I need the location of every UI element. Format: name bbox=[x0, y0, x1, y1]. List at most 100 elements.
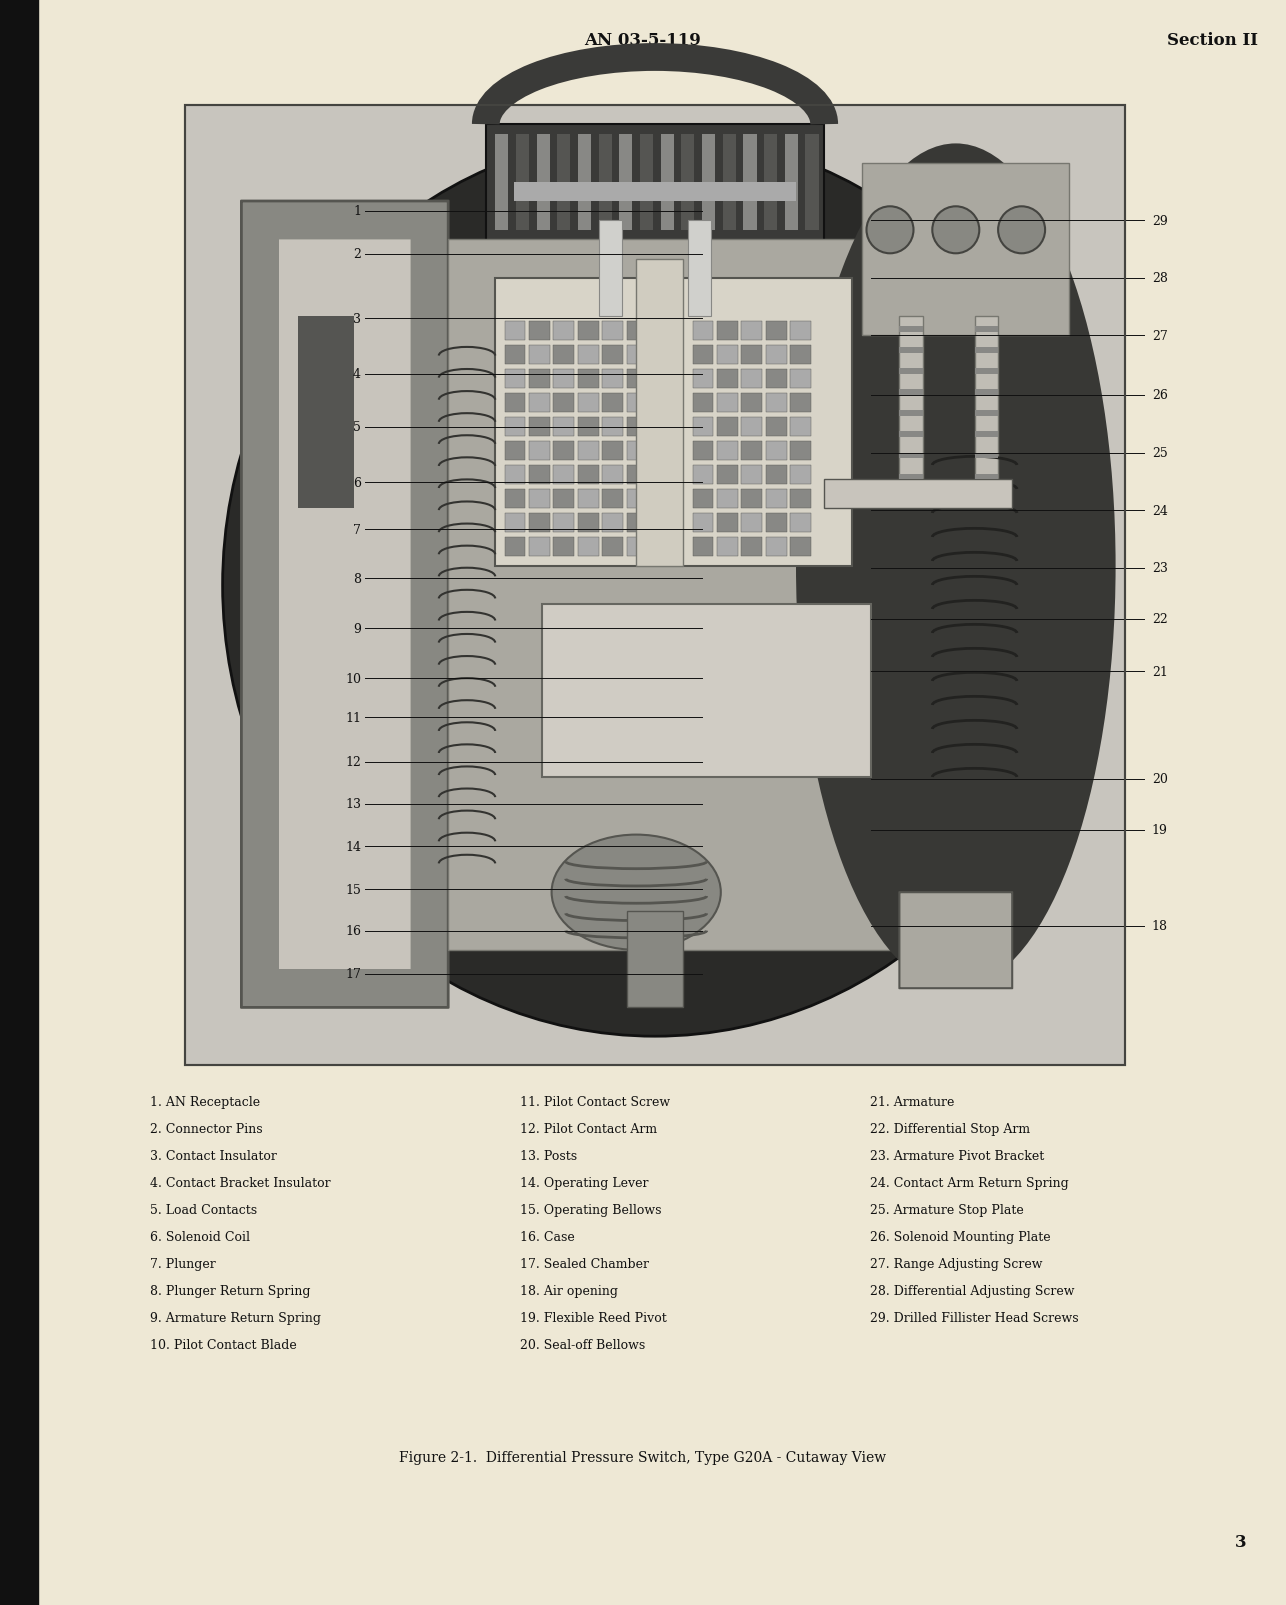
Text: 19. Flexible Reed Pivot: 19. Flexible Reed Pivot bbox=[520, 1311, 666, 1324]
Bar bbox=[529, 417, 549, 437]
Bar bbox=[529, 369, 549, 388]
Ellipse shape bbox=[222, 135, 1088, 1037]
Text: 15: 15 bbox=[345, 883, 361, 896]
Bar bbox=[449, 241, 966, 950]
Text: 2: 2 bbox=[354, 249, 361, 262]
Bar bbox=[504, 490, 525, 509]
Bar bbox=[975, 453, 998, 459]
Bar bbox=[516, 135, 529, 231]
Bar bbox=[504, 321, 525, 340]
Bar bbox=[784, 135, 797, 231]
Bar bbox=[577, 538, 598, 557]
Bar bbox=[577, 345, 598, 364]
Text: 28: 28 bbox=[1152, 273, 1168, 286]
Bar bbox=[742, 514, 763, 533]
Bar bbox=[504, 514, 525, 533]
Bar bbox=[637, 260, 683, 567]
Text: 14. Operating Lever: 14. Operating Lever bbox=[520, 1176, 648, 1189]
Bar bbox=[486, 125, 824, 279]
Bar bbox=[742, 369, 763, 388]
Bar bbox=[0, 0, 39, 1605]
Bar bbox=[661, 135, 674, 231]
Text: 24: 24 bbox=[1152, 504, 1168, 517]
Bar bbox=[626, 514, 647, 533]
Bar bbox=[742, 393, 763, 412]
Bar bbox=[899, 318, 923, 490]
Text: 13. Posts: 13. Posts bbox=[520, 1149, 577, 1162]
Circle shape bbox=[867, 207, 913, 254]
Bar bbox=[620, 135, 633, 231]
Bar bbox=[805, 135, 819, 231]
Text: 1. AN Receptacle: 1. AN Receptacle bbox=[150, 1095, 260, 1109]
Bar bbox=[602, 393, 622, 412]
Bar bbox=[504, 369, 525, 388]
Bar bbox=[504, 538, 525, 557]
FancyBboxPatch shape bbox=[242, 202, 449, 1008]
Bar bbox=[688, 221, 711, 318]
Bar bbox=[899, 453, 923, 459]
Bar bbox=[718, 441, 738, 461]
Bar bbox=[718, 538, 738, 557]
Text: 6: 6 bbox=[352, 477, 361, 490]
Bar bbox=[185, 106, 1125, 1066]
Bar bbox=[742, 490, 763, 509]
Bar bbox=[693, 514, 714, 533]
Bar bbox=[553, 321, 574, 340]
Text: 5: 5 bbox=[354, 421, 361, 433]
Text: 11. Pilot Contact Screw: 11. Pilot Contact Screw bbox=[520, 1095, 670, 1109]
Bar bbox=[975, 326, 998, 332]
Text: 10. Pilot Contact Blade: 10. Pilot Contact Blade bbox=[150, 1339, 297, 1351]
Circle shape bbox=[998, 207, 1046, 254]
Bar bbox=[682, 135, 694, 231]
Text: 16: 16 bbox=[345, 924, 361, 937]
Bar bbox=[718, 514, 738, 533]
Bar bbox=[742, 441, 763, 461]
Bar bbox=[529, 538, 549, 557]
Bar bbox=[536, 135, 549, 231]
Bar bbox=[693, 417, 714, 437]
FancyBboxPatch shape bbox=[279, 241, 410, 969]
Circle shape bbox=[932, 207, 980, 254]
Text: 23: 23 bbox=[1152, 562, 1168, 575]
Bar bbox=[626, 393, 647, 412]
Bar bbox=[766, 369, 787, 388]
Bar bbox=[577, 441, 598, 461]
Text: 11: 11 bbox=[345, 711, 361, 724]
Text: 27: 27 bbox=[1152, 329, 1168, 343]
Text: 1: 1 bbox=[352, 205, 361, 218]
Bar bbox=[742, 538, 763, 557]
Text: 3. Contact Insulator: 3. Contact Insulator bbox=[150, 1149, 276, 1162]
Bar bbox=[975, 432, 998, 438]
Bar bbox=[791, 417, 811, 437]
Text: 13: 13 bbox=[345, 798, 361, 811]
Bar bbox=[504, 441, 525, 461]
Bar bbox=[626, 417, 647, 437]
Text: 14: 14 bbox=[345, 839, 361, 854]
Bar bbox=[553, 514, 574, 533]
Bar bbox=[495, 279, 853, 567]
Bar bbox=[640, 135, 653, 231]
Text: 18. Air opening: 18. Air opening bbox=[520, 1284, 619, 1297]
Bar bbox=[766, 345, 787, 364]
Bar bbox=[529, 465, 549, 485]
Bar bbox=[791, 465, 811, 485]
Text: 7. Plunger: 7. Plunger bbox=[150, 1257, 216, 1270]
Bar bbox=[553, 393, 574, 412]
Bar bbox=[975, 411, 998, 417]
Bar bbox=[766, 321, 787, 340]
Bar bbox=[602, 514, 622, 533]
Bar bbox=[766, 393, 787, 412]
Bar bbox=[766, 538, 787, 557]
Bar bbox=[975, 475, 998, 480]
Text: 4: 4 bbox=[352, 368, 361, 380]
Bar bbox=[529, 490, 549, 509]
Bar bbox=[742, 465, 763, 485]
Text: 16. Case: 16. Case bbox=[520, 1231, 575, 1244]
Bar bbox=[975, 369, 998, 374]
Text: AN 03-5-119: AN 03-5-119 bbox=[585, 32, 701, 50]
Bar bbox=[577, 369, 598, 388]
Bar bbox=[553, 465, 574, 485]
Bar bbox=[602, 321, 622, 340]
Bar bbox=[718, 417, 738, 437]
Bar bbox=[791, 321, 811, 340]
